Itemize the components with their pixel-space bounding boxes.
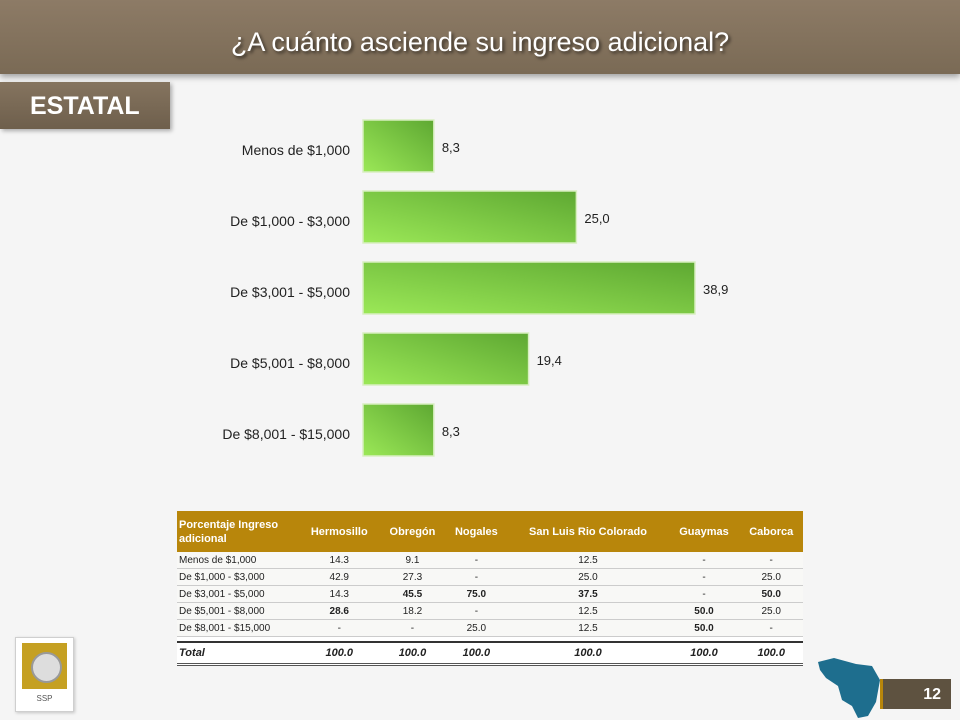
table-cell: - [739, 619, 803, 637]
table-row: De $1,000 - $3,000 42.9 27.3-25.0-25.0 [177, 568, 803, 586]
table-cell: Menos de $1,000 [177, 552, 299, 569]
category-label: De $3,001 - $5,000 [230, 284, 350, 300]
bar [362, 261, 696, 315]
table-total-cell: 100.0 [299, 641, 380, 666]
table-header-city: San Luis Rio Colorado [507, 511, 669, 552]
table-cell: - [668, 585, 740, 603]
page-number: 12 [923, 686, 941, 703]
value-label: 8,3 [442, 424, 460, 439]
ssp-logo: SSP [15, 637, 74, 712]
table-total-row: Total 100.0 100.0 100.0 100.0 100.0 100.0 [177, 641, 803, 666]
table-cell: - [445, 568, 508, 586]
table-header-city: Hermosillo [299, 511, 380, 552]
category-label: De $5,001 - $8,000 [230, 355, 350, 371]
sonora-map-icon [818, 658, 880, 718]
category-label: Menos de $1,000 [242, 142, 350, 158]
value-label: 25,0 [584, 211, 609, 226]
section-label: ESTATAL [0, 82, 170, 129]
table-row: De $8,001 - $15,000- -25.0 12.5 50.0- [177, 619, 803, 637]
table-cell: 12.5 [507, 552, 669, 569]
table-total-cell: Total [177, 641, 299, 666]
seal-circle [31, 652, 62, 683]
table-cell: 25.0 [739, 568, 803, 586]
table-cell: 25.0 [445, 619, 508, 637]
seal-icon [22, 643, 67, 689]
table-cell: 27.3 [379, 568, 446, 586]
table-header-row: Porcentaje Ingreso adicional Hermosillo Ob… [177, 511, 803, 552]
table-row: De $3,001 - $5,000 14.3 45.5 75.0 37.5-50.0 [177, 585, 803, 603]
bar [362, 403, 435, 457]
table-row: Menos de $1,000 14.3 9.1-12.5- - [177, 552, 803, 569]
table-row: De $5,001 - $8,000 28.6 18.2-12.5 50.0 25.0 [177, 602, 803, 620]
bar [362, 119, 435, 173]
table-cell: - [445, 602, 508, 620]
table-cell: De $8,001 - $15,000 [177, 619, 299, 637]
table-cell: 37.5 [507, 585, 669, 603]
table-cell: - [668, 552, 740, 569]
table-cell: 50.0 [739, 585, 803, 603]
category-label: De $8,001 - $15,000 [222, 426, 350, 442]
table-cell: 42.9 [299, 568, 380, 586]
table-cell: - [445, 552, 508, 569]
table-header-city: Nogales [445, 511, 508, 552]
table-cell: 28.6 [299, 602, 380, 620]
data-table-container: Porcentaje Ingreso adicional Hermosillo Ob… [177, 511, 803, 666]
table-cell: 50.0 [668, 619, 740, 637]
value-label: 8,3 [442, 140, 460, 155]
table-cell: 14.3 [299, 585, 380, 603]
logo-label: SSP [36, 694, 53, 703]
bar [362, 332, 530, 386]
table-cell: - [379, 619, 446, 637]
table-cell: De $3,001 - $5,000 [177, 585, 299, 603]
table-cell: De $5,001 - $8,000 [177, 602, 299, 620]
table-cell: 14.3 [299, 552, 380, 569]
value-label: 38,9 [703, 282, 728, 297]
table-total-cell: 100.0 [507, 641, 669, 666]
table-spacer [177, 636, 803, 642]
page-number-box: 12 [880, 679, 951, 709]
category-label: De $1,000 - $3,000 [230, 213, 350, 229]
table-cell: 50.0 [668, 602, 740, 620]
table-header-city: Obregón [379, 511, 446, 552]
bar-chart: Menos de $1,000 8,3 De $1,000 - $3,000 25,0… [222, 119, 728, 457]
table-cell: De $1,000 - $3,000 [177, 568, 299, 586]
table-cell: 25.0 [507, 568, 669, 586]
table-cell: 75.0 [445, 585, 508, 603]
table-header-city: Guaymas [668, 511, 740, 552]
table-total-cell: 100.0 [379, 641, 446, 666]
table-cell: 9.1 [379, 552, 446, 569]
table-cell: 12.5 [507, 619, 669, 637]
table-total-cell: 100.0 [739, 641, 803, 666]
table-header-city: Caborca [739, 511, 803, 552]
table-header-category: Porcentaje Ingreso adicional [177, 511, 299, 552]
table-cell: 45.5 [379, 585, 446, 603]
table-cell: 18.2 [379, 602, 446, 620]
table-total-cell: 100.0 [668, 641, 740, 666]
table-cell: - [739, 552, 803, 569]
value-label: 19,4 [537, 353, 562, 368]
bar [362, 190, 578, 244]
table-cell: - [668, 568, 740, 586]
table-cell: - [299, 619, 380, 637]
table-cell: 25.0 [739, 602, 803, 620]
data-table: Porcentaje Ingreso adicional Hermosillo Ob… [177, 511, 803, 666]
page-title: ¿A cuánto asciende su ingreso adicional? [230, 27, 730, 57]
table-total-cell: 100.0 [445, 641, 508, 666]
title-bar: ¿A cuánto asciende su ingreso adicional? [0, 0, 960, 74]
table-cell: 12.5 [507, 602, 669, 620]
